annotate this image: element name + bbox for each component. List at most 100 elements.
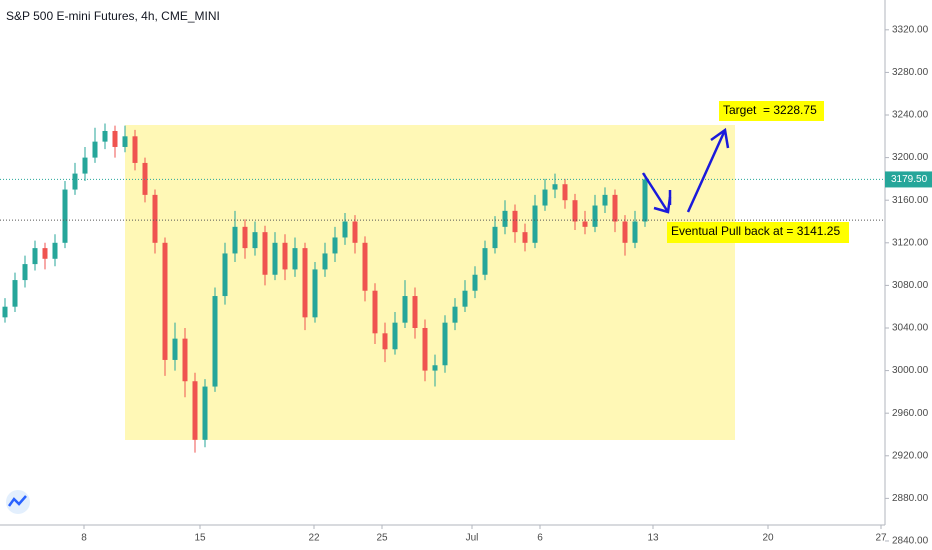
candles	[0, 123, 885, 453]
price-axis	[885, 0, 932, 550]
candle-body	[452, 306, 458, 323]
y-tick-label: 3080.00	[892, 280, 929, 291]
candle-body	[92, 141, 98, 158]
candle-body	[372, 290, 378, 334]
candle-body	[52, 242, 58, 259]
candle-body	[482, 248, 488, 275]
y-tick-label: 3240.00	[892, 110, 929, 121]
candle-body	[472, 274, 478, 291]
x-tick-label: 27	[875, 533, 887, 544]
candle-body	[312, 269, 318, 318]
candle-body	[82, 157, 88, 174]
y-tick-label: 2840.00	[892, 536, 929, 547]
candle-body	[632, 221, 638, 243]
candle-body	[492, 226, 498, 249]
candle-body	[62, 189, 68, 243]
y-tick-label: 2960.00	[892, 408, 929, 419]
arrow	[686, 129, 727, 213]
x-tick-label: 15	[194, 533, 206, 544]
annotation: Target = 3228.75	[723, 103, 817, 117]
candle-body	[332, 237, 338, 254]
candle-body	[152, 194, 158, 243]
candle-body	[552, 184, 558, 190]
logo	[6, 490, 30, 514]
candle-body	[202, 386, 208, 440]
candle-body	[402, 296, 408, 323]
candle-body	[392, 322, 398, 350]
annotation-box	[719, 101, 824, 121]
x-tick-label: 6	[537, 533, 543, 544]
candle-body	[442, 322, 448, 366]
y-tick-label: 3000.00	[892, 365, 929, 376]
candle-body	[382, 333, 388, 350]
candle-body	[262, 232, 268, 275]
candle-body	[182, 338, 188, 382]
candle-body	[162, 242, 168, 360]
candle-body	[252, 232, 258, 249]
candle-body	[292, 248, 298, 270]
candle-body	[412, 296, 418, 328]
candle-body	[242, 226, 248, 249]
y-tick-label: 3280.00	[892, 67, 929, 78]
arrowhead	[710, 127, 730, 149]
candle-body	[592, 205, 598, 227]
candle-body	[322, 253, 328, 270]
candle-body	[102, 130, 108, 142]
candle-body	[352, 221, 358, 243]
candle-body	[32, 248, 38, 265]
candle-body	[562, 184, 568, 201]
overlay: Target = 3228.75 Eventual Pull back at =…	[641, 101, 849, 243]
candle-body	[362, 242, 368, 291]
arrow	[641, 172, 670, 213]
x-tick-label: 13	[647, 533, 659, 544]
candle-body	[142, 162, 148, 195]
candle-body	[72, 173, 78, 190]
y-tick-label: 3160.00	[892, 195, 929, 206]
y-tick-label: 2880.00	[892, 493, 929, 504]
candle-body	[302, 248, 308, 318]
x-tick-label: 22	[308, 533, 320, 544]
candle-body	[172, 338, 178, 360]
y-tick-label: 3200.00	[892, 152, 929, 163]
candle-body	[42, 248, 48, 259]
y-tick-label: 2920.00	[892, 450, 929, 461]
candle-body	[612, 194, 618, 222]
candle-body	[222, 253, 228, 297]
candle-body	[12, 280, 18, 307]
candle-body	[502, 210, 508, 227]
candle-body	[272, 242, 278, 275]
candle-body	[462, 290, 468, 307]
candle-body	[22, 264, 28, 281]
y-tick-label: 3320.00	[892, 24, 929, 35]
candle-body	[282, 242, 288, 270]
candle-body	[582, 221, 588, 227]
x-tick-label: Jul	[466, 533, 479, 544]
range-box	[125, 125, 735, 440]
annotation: Eventual Pull back at = 3141.25	[671, 224, 840, 238]
candle-body	[602, 194, 608, 206]
last-price-box	[885, 171, 932, 188]
candle-body	[622, 221, 628, 243]
annotation-box	[667, 222, 849, 243]
last-price-label: 3179.50	[891, 174, 928, 185]
candle-body	[542, 189, 548, 206]
candle-body	[512, 210, 518, 233]
candle-body	[532, 205, 538, 243]
candle-body	[2, 306, 8, 318]
candle-body	[232, 226, 238, 254]
candle-body	[122, 136, 128, 147]
candle-body	[132, 136, 138, 163]
candle-body	[342, 221, 348, 238]
candle-body	[422, 327, 428, 371]
candle-body	[192, 381, 198, 440]
x-tick-label: 8	[81, 533, 87, 544]
candle-body	[642, 179, 648, 222]
candle-body	[522, 232, 528, 243]
candle-body	[212, 296, 218, 387]
x-tick-label: 20	[762, 533, 774, 544]
candle-body	[432, 365, 438, 371]
y-tick-label: 3040.00	[892, 323, 929, 334]
candle-body	[112, 130, 118, 147]
x-tick-label: 25	[376, 533, 388, 544]
